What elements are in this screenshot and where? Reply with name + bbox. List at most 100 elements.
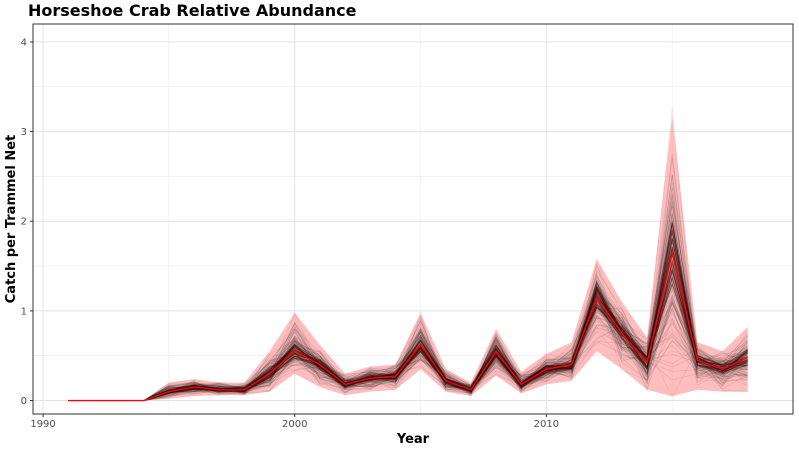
- replicate-line: [68, 265, 748, 401]
- replicate-line: [68, 205, 748, 401]
- replicate-line-core: [68, 231, 748, 402]
- replicate-line: [68, 271, 748, 401]
- replicate-line: [68, 282, 749, 401]
- replicate-line: [68, 250, 748, 401]
- chart-title: Horseshoe Crab Relative Abundance: [28, 1, 357, 20]
- replicate-line: [68, 313, 749, 401]
- replicate-line: [68, 273, 748, 401]
- replicate-line: [68, 286, 748, 401]
- replicate-line: [68, 214, 748, 401]
- replicate-line: [68, 222, 748, 401]
- replicate-lines: [68, 108, 749, 402]
- replicate-line: [68, 279, 748, 401]
- replicate-line-core: [68, 282, 749, 402]
- replicate-line: [68, 226, 748, 401]
- replicate-line: [68, 299, 748, 401]
- replicate-line: [68, 158, 748, 401]
- replicate-line-core: [68, 261, 748, 402]
- replicate-line: [68, 239, 748, 401]
- replicate-line: [68, 214, 748, 401]
- replicate-line: [68, 264, 748, 401]
- panel-border: [32, 23, 794, 415]
- replicate-line: [68, 275, 748, 401]
- replicate-line: [68, 307, 748, 401]
- replicate-line: [68, 299, 748, 401]
- replicate-line: [68, 297, 748, 401]
- y-tick-label: 0: [21, 396, 27, 407]
- replicate-line: [68, 293, 748, 401]
- replicate-line: [68, 254, 748, 401]
- replicate-line: [68, 254, 748, 401]
- replicate-line: [68, 194, 748, 401]
- replicate-line: [68, 248, 748, 401]
- replicate-line: [68, 175, 748, 401]
- replicate-line: [68, 297, 748, 401]
- replicate-line: [68, 311, 748, 401]
- replicate-line: [68, 212, 748, 401]
- replicate-line: [68, 192, 748, 401]
- replicate-line: [68, 182, 748, 401]
- replicate-line: [68, 278, 748, 401]
- replicate-line: [68, 306, 748, 401]
- replicate-line: [68, 276, 748, 401]
- replicate-line: [68, 240, 748, 401]
- replicate-line-core: [68, 246, 748, 402]
- replicate-line: [68, 270, 748, 401]
- replicate-line: [68, 266, 748, 401]
- replicate-line: [68, 230, 748, 401]
- replicate-line: [68, 187, 748, 401]
- replicate-line: [68, 193, 748, 401]
- replicate-line: [68, 282, 748, 401]
- y-tick-label: 2: [21, 217, 27, 228]
- replicate-line: [68, 299, 748, 401]
- replicate-line: [68, 256, 748, 401]
- x-tick-label: 1990: [30, 419, 55, 430]
- interval-band: [68, 115, 748, 401]
- replicate-line: [68, 298, 748, 401]
- replicate-line: [68, 285, 748, 401]
- replicate-line: [68, 224, 748, 401]
- replicate-line: [68, 252, 748, 401]
- replicate-line: [68, 157, 748, 401]
- y-tick-label: 4: [21, 37, 27, 48]
- replicate-line: [68, 223, 748, 401]
- replicate-line: [68, 225, 748, 401]
- replicate-line: [68, 237, 748, 401]
- replicate-line: [68, 205, 748, 401]
- replicate-line: [68, 238, 748, 401]
- replicate-line: [68, 287, 748, 401]
- replicate-line: [68, 319, 748, 401]
- replicate-line: [68, 293, 748, 401]
- replicate-line: [68, 294, 748, 401]
- y-tick-label: 1: [21, 306, 27, 317]
- replicate-line-core: [68, 222, 748, 402]
- x-tick-label: 2000: [282, 419, 307, 430]
- replicate-line: [68, 254, 748, 401]
- replicate-line: [68, 273, 748, 401]
- replicate-line: [68, 230, 748, 401]
- replicate-line: [68, 261, 748, 401]
- replicate-line: [68, 282, 748, 401]
- replicate-line: [68, 200, 748, 401]
- x-axis-title: Year: [396, 432, 430, 447]
- replicate-line: [68, 322, 748, 401]
- replicate-line: [68, 263, 748, 401]
- y-tick-label: 3: [21, 127, 27, 138]
- replicate-line: [68, 275, 748, 401]
- replicate-line: [68, 254, 748, 401]
- replicate-line: [68, 153, 748, 401]
- replicate-line: [68, 287, 748, 401]
- replicate-line-core: [68, 249, 748, 402]
- replicate-line: [68, 280, 748, 401]
- replicate-line: [68, 295, 748, 401]
- replicate-line: [68, 290, 748, 401]
- x-tick-label: 2010: [534, 419, 559, 430]
- replicate-line: [68, 217, 748, 401]
- replicate-line: [68, 270, 748, 401]
- estimate-line: [68, 252, 748, 402]
- replicate-line: [68, 242, 748, 401]
- replicate-line: [68, 268, 748, 401]
- replicate-line: [68, 230, 748, 401]
- replicate-line: [68, 221, 748, 401]
